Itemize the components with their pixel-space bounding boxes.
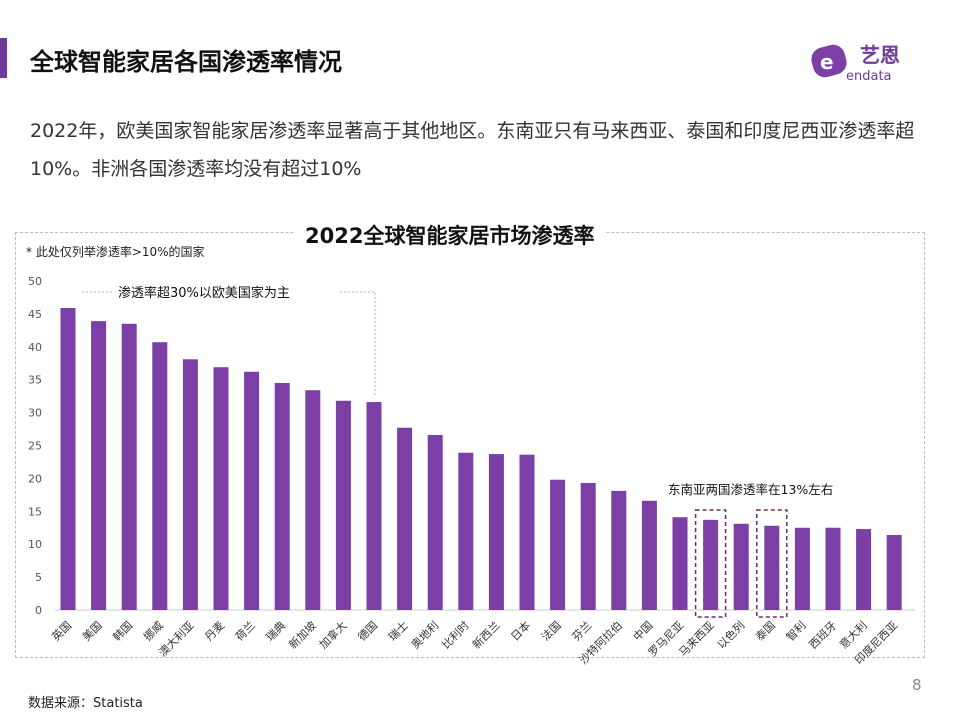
bar	[335, 400, 351, 610]
bar	[550, 479, 566, 610]
bar	[794, 527, 810, 610]
x-tick-label: 以色列	[714, 618, 747, 651]
x-tick-label: 芬兰	[570, 619, 595, 644]
y-tick-label: 10	[28, 538, 42, 551]
x-tick-label: 日本	[508, 618, 533, 643]
annotation-text: 东南亚两国渗透率在13%左右	[668, 482, 833, 497]
bar	[244, 371, 260, 610]
bar	[672, 517, 688, 610]
x-tick-label: 泰国	[752, 618, 777, 643]
x-tick-label: 瑞士	[385, 618, 410, 643]
highlight-box	[756, 509, 788, 618]
x-tick-label: 西班牙	[807, 619, 840, 652]
x-tick-label: 中国	[631, 619, 656, 644]
bar	[488, 454, 504, 610]
bar	[458, 452, 474, 610]
bar	[703, 519, 719, 610]
svg-text:e: e	[820, 50, 834, 74]
x-tick-label: 新加坡	[286, 618, 319, 651]
x-tick-label: 德国	[355, 618, 380, 643]
annotation-leader-line	[82, 291, 376, 397]
title-accent-bar	[0, 38, 7, 78]
x-tick-label: 新西兰	[469, 618, 502, 651]
x-tick-label: 奥地利	[408, 618, 441, 651]
x-tick-label: 智利	[783, 618, 808, 643]
y-tick-label: 25	[28, 440, 42, 453]
bar	[519, 454, 535, 610]
y-tick-label: 0	[35, 604, 42, 617]
bar	[152, 342, 168, 610]
x-tick-label: 挪威	[140, 618, 165, 643]
chart-title: 2022全球智能家居市场渗透率	[295, 220, 605, 250]
y-tick-label: 15	[28, 505, 42, 518]
y-tick-label: 50	[28, 275, 42, 288]
y-tick-label: 5	[35, 571, 42, 584]
bar	[121, 323, 137, 610]
bar	[366, 402, 382, 610]
highlight-box	[694, 509, 727, 618]
bar	[764, 525, 780, 610]
bar	[60, 307, 76, 610]
x-tick-label: 美国	[80, 619, 105, 644]
bar	[182, 359, 198, 610]
x-tick-label: 韩国	[110, 618, 135, 643]
x-tick-label: 丹麦	[202, 619, 227, 644]
bar	[213, 367, 229, 610]
bar	[305, 390, 321, 610]
bar	[825, 527, 841, 610]
bar	[274, 382, 290, 610]
y-tick-label: 30	[28, 407, 42, 420]
bar	[611, 490, 627, 610]
y-tick-label: 40	[28, 341, 42, 354]
x-tick-label: 英国	[49, 618, 74, 643]
annotation-text: 渗透率超30%以欧美国家为主	[118, 285, 290, 301]
bar	[91, 321, 107, 610]
description: 2022年，欧美国家智能家居渗透率显著高于其他地区。东南亚只有马来西亚、泰国和印…	[30, 120, 915, 180]
data-source: 数据来源：Statista	[28, 696, 143, 711]
endata-logo: e 艺恩 endata	[811, 43, 900, 84]
x-tick-label: 比利时	[439, 619, 472, 652]
y-tick-label: 45	[28, 308, 42, 321]
bar	[856, 529, 872, 610]
y-tick-label: 20	[28, 472, 42, 485]
page-number: 8	[912, 676, 922, 694]
bar	[427, 434, 443, 610]
bar	[886, 534, 902, 610]
y-tick-label: 35	[28, 374, 42, 387]
page-title: 全球智能家居各国渗透率情况	[30, 48, 342, 76]
svg-text:endata: endata	[846, 69, 892, 84]
bar	[733, 523, 749, 610]
x-tick-label: 法国	[538, 618, 563, 643]
chart-note: * 此处仅列举渗透率>10%的国家	[26, 245, 205, 259]
bar	[641, 500, 657, 610]
svg-text:艺恩: 艺恩	[860, 43, 900, 67]
x-tick-label: 加拿大	[316, 618, 349, 651]
bar	[397, 427, 413, 610]
x-tick-label: 瑞典	[263, 618, 288, 643]
x-tick-label: 荷兰	[233, 619, 258, 644]
bar	[580, 483, 596, 610]
